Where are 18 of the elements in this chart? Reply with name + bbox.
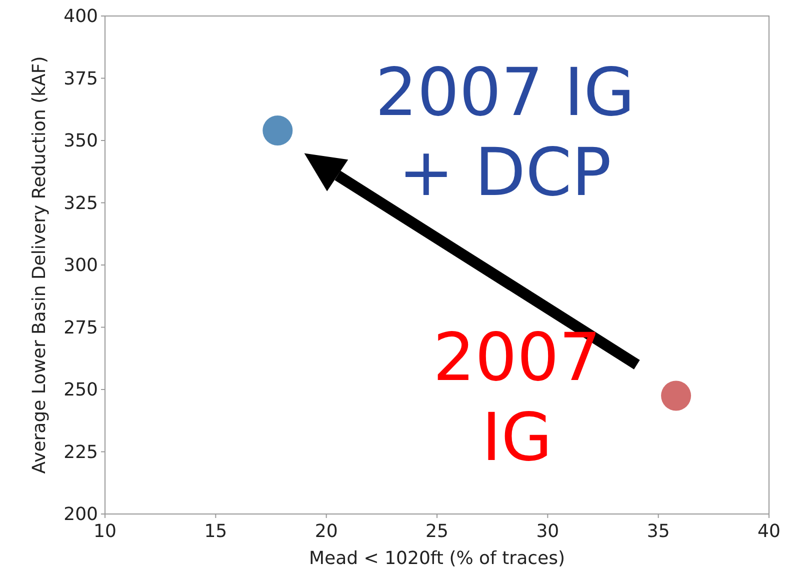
y-tick-label: 400: [64, 6, 98, 27]
y-tick-label: 225: [64, 442, 98, 463]
x-tick-label: 40: [758, 521, 780, 542]
x-tick-label: 20: [314, 521, 338, 542]
x-tick-label: 15: [204, 521, 228, 542]
x-axis-title: Mead < 1020ft (% of traces): [309, 548, 565, 569]
x-tick-label: 35: [646, 521, 670, 542]
y-tick-label: 325: [64, 192, 98, 214]
y-axis-title: Average Lower Basin Delivery Reduction (kAF): [29, 56, 50, 474]
y-tick-label: 300: [64, 255, 98, 276]
y-tick-label: 275: [64, 317, 98, 338]
x-tick-label: 30: [536, 521, 560, 542]
annotation: 2007 IG + DCP: [375, 54, 635, 211]
annotation: 2007 IG: [433, 319, 601, 476]
y-tick-label: 350: [64, 130, 98, 152]
x-tick-label: 25: [426, 521, 448, 542]
y-tick-label: 250: [64, 380, 98, 400]
y-tick-label: 375: [64, 68, 98, 90]
